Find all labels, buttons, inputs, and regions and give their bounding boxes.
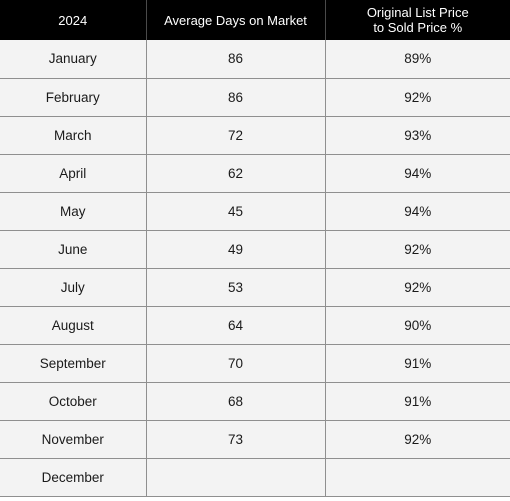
- month-cell: December: [0, 458, 146, 497]
- month-cell: August: [0, 306, 146, 345]
- days-cell: 86: [145, 78, 325, 117]
- days-cell: 68: [145, 382, 325, 421]
- days-cell: 53: [145, 268, 325, 307]
- month-cell: November: [0, 420, 146, 459]
- table-row: November 73 92%: [0, 420, 510, 459]
- ratio-cell: 92%: [324, 230, 510, 269]
- header-ratio-line-1: Original List Price: [366, 5, 469, 20]
- ratio-cell: [324, 458, 510, 497]
- header-year: 2024: [58, 12, 88, 28]
- table-row: September 70 91%: [0, 344, 510, 383]
- header-average-days-on-market: Average Days on Market: [145, 0, 325, 40]
- table-header: 2024 Average Days on Market Original Lis…: [0, 0, 510, 40]
- ratio-cell: 89%: [324, 40, 510, 79]
- ratio-cell: 94%: [324, 154, 510, 193]
- table-row: August 64 90%: [0, 306, 510, 345]
- days-cell: 62: [145, 154, 325, 193]
- month-cell: June: [0, 230, 146, 269]
- days-cell: 73: [145, 420, 325, 459]
- days-cell: 45: [145, 192, 325, 231]
- month-cell: September: [0, 344, 146, 383]
- ratio-cell: 90%: [324, 306, 510, 345]
- header-ratio-line-2: to Sold Price %: [373, 20, 463, 35]
- table-row: May 45 94%: [0, 192, 510, 231]
- table-row: October 68 91%: [0, 382, 510, 421]
- ratio-cell: 93%: [324, 116, 510, 155]
- ratio-cell: 92%: [324, 268, 510, 307]
- ratio-cell: 92%: [324, 78, 510, 117]
- days-cell: 70: [145, 344, 325, 383]
- days-cell: 64: [145, 306, 325, 345]
- month-cell: October: [0, 382, 146, 421]
- table-row: December: [0, 458, 510, 497]
- days-cell: [145, 458, 325, 497]
- days-cell: 72: [145, 116, 325, 155]
- table-row: March 72 93%: [0, 116, 510, 155]
- table-row: July 53 92%: [0, 268, 510, 307]
- days-cell: 86: [145, 40, 325, 79]
- table-row: February 86 92%: [0, 78, 510, 117]
- table-row: June 49 92%: [0, 230, 510, 269]
- ratio-cell: 94%: [324, 192, 510, 231]
- month-cell: January: [0, 40, 146, 79]
- ratio-cell: 92%: [324, 420, 510, 459]
- month-cell: May: [0, 192, 146, 231]
- ratio-cell: 91%: [324, 344, 510, 383]
- table-row: April 62 94%: [0, 154, 510, 193]
- ratio-cell: 91%: [324, 382, 510, 421]
- month-cell: July: [0, 268, 146, 307]
- header-row: 2024 Average Days on Market Original Lis…: [0, 0, 510, 40]
- table-body: January 86 89% February 86 92% March 72 …: [0, 40, 510, 497]
- month-cell: March: [0, 116, 146, 155]
- table-row: January 86 89%: [0, 40, 510, 79]
- header-list-to-sold-ratio: Original List Price to Sold Price %: [324, 0, 510, 40]
- month-cell: February: [0, 78, 146, 117]
- days-cell: 49: [145, 230, 325, 269]
- month-cell: April: [0, 154, 146, 193]
